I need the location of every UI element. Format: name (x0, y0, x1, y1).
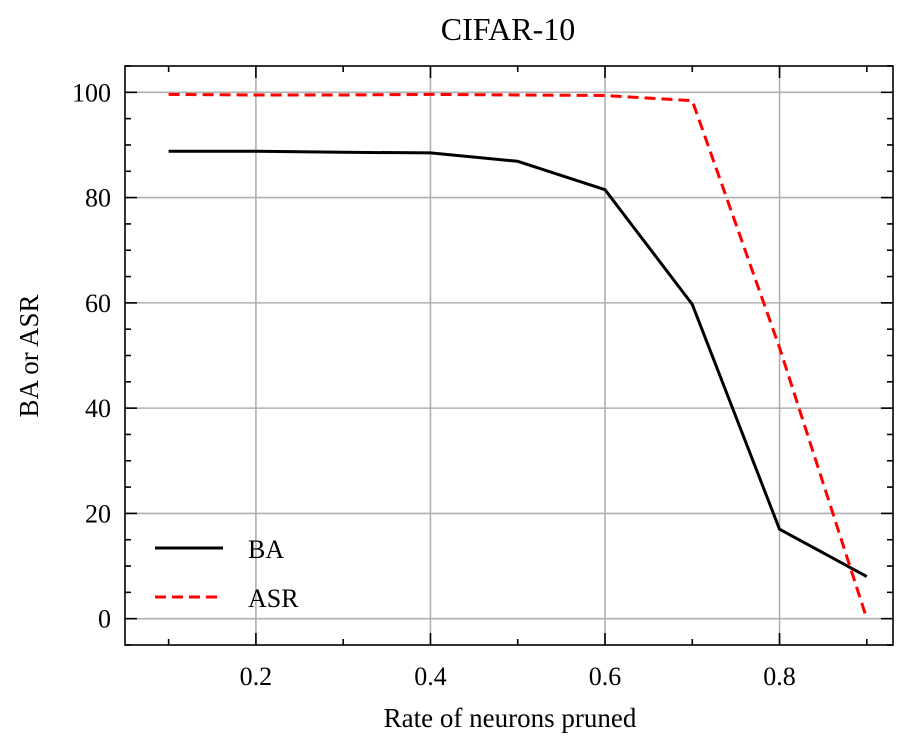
axis-ticks (125, 65, 893, 646)
legend-label-asr: ASR (248, 584, 299, 613)
series-line-ba (168, 149, 868, 578)
grid (125, 66, 893, 645)
x-tick-label: 0.2 (240, 662, 273, 691)
y-tick-label: 40 (85, 394, 111, 423)
y-tick-label: 20 (85, 499, 111, 528)
legend-label-ba: BA (248, 535, 284, 564)
y-tick-label: 60 (85, 289, 111, 318)
tick-labels: 0.2 0.4 0.6 0.8 0 20 40 60 80 100 (72, 78, 796, 691)
legend: BA ASR (155, 535, 299, 613)
x-tick-label: 0.4 (414, 662, 447, 691)
y-tick-label: 80 (85, 184, 111, 213)
x-tick-label: 0.6 (589, 662, 622, 691)
plot-frame (124, 65, 894, 646)
x-axis-label: Rate of neurons pruned (384, 703, 637, 733)
y-tick-label: 100 (72, 78, 111, 107)
y-axis-label: BA or ASR (14, 294, 44, 417)
series-line-asr (168, 92, 869, 620)
chart-title: CIFAR-10 (441, 11, 576, 47)
y-tick-label: 0 (98, 605, 111, 634)
x-tick-label: 0.8 (763, 662, 796, 691)
series-lines (168, 92, 869, 620)
